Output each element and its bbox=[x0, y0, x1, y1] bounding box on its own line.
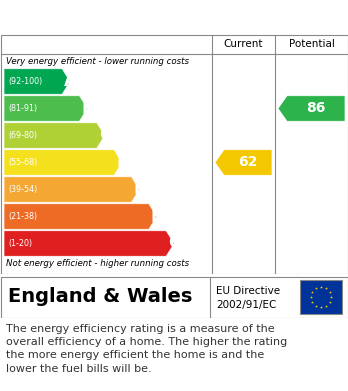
Text: F: F bbox=[151, 208, 162, 226]
Text: (69-80): (69-80) bbox=[8, 131, 37, 140]
Polygon shape bbox=[215, 150, 272, 175]
Text: C: C bbox=[99, 127, 111, 145]
Polygon shape bbox=[4, 204, 157, 229]
Text: (1-20): (1-20) bbox=[8, 239, 32, 248]
Polygon shape bbox=[4, 96, 87, 121]
Text: A: A bbox=[64, 72, 77, 90]
Text: B: B bbox=[81, 99, 94, 118]
Text: The energy efficiency rating is a measure of the
overall efficiency of a home. T: The energy efficiency rating is a measur… bbox=[6, 324, 287, 373]
Text: (92-100): (92-100) bbox=[8, 77, 42, 86]
Text: (81-91): (81-91) bbox=[8, 104, 37, 113]
Polygon shape bbox=[4, 69, 70, 94]
Text: 2002/91/EC: 2002/91/EC bbox=[216, 300, 276, 310]
Text: E: E bbox=[134, 181, 145, 199]
Text: D: D bbox=[116, 154, 130, 172]
Text: 86: 86 bbox=[306, 102, 326, 115]
Text: 62: 62 bbox=[238, 156, 258, 170]
Text: England & Wales: England & Wales bbox=[8, 287, 192, 307]
Polygon shape bbox=[4, 231, 174, 256]
Polygon shape bbox=[4, 177, 140, 202]
Polygon shape bbox=[278, 96, 345, 121]
Text: EU Directive: EU Directive bbox=[216, 286, 280, 296]
Text: (55-68): (55-68) bbox=[8, 158, 37, 167]
Text: Energy Efficiency Rating: Energy Efficiency Rating bbox=[8, 7, 238, 25]
Text: Not energy efficient - higher running costs: Not energy efficient - higher running co… bbox=[6, 260, 189, 269]
Bar bbox=[300, 280, 342, 314]
Text: Potential: Potential bbox=[288, 39, 334, 49]
Polygon shape bbox=[4, 150, 122, 175]
Text: Current: Current bbox=[224, 39, 263, 49]
Text: G: G bbox=[168, 235, 182, 253]
Polygon shape bbox=[4, 123, 105, 148]
Text: (39-54): (39-54) bbox=[8, 185, 37, 194]
Text: (21-38): (21-38) bbox=[8, 212, 37, 221]
Text: Very energy efficient - lower running costs: Very energy efficient - lower running co… bbox=[6, 57, 189, 66]
